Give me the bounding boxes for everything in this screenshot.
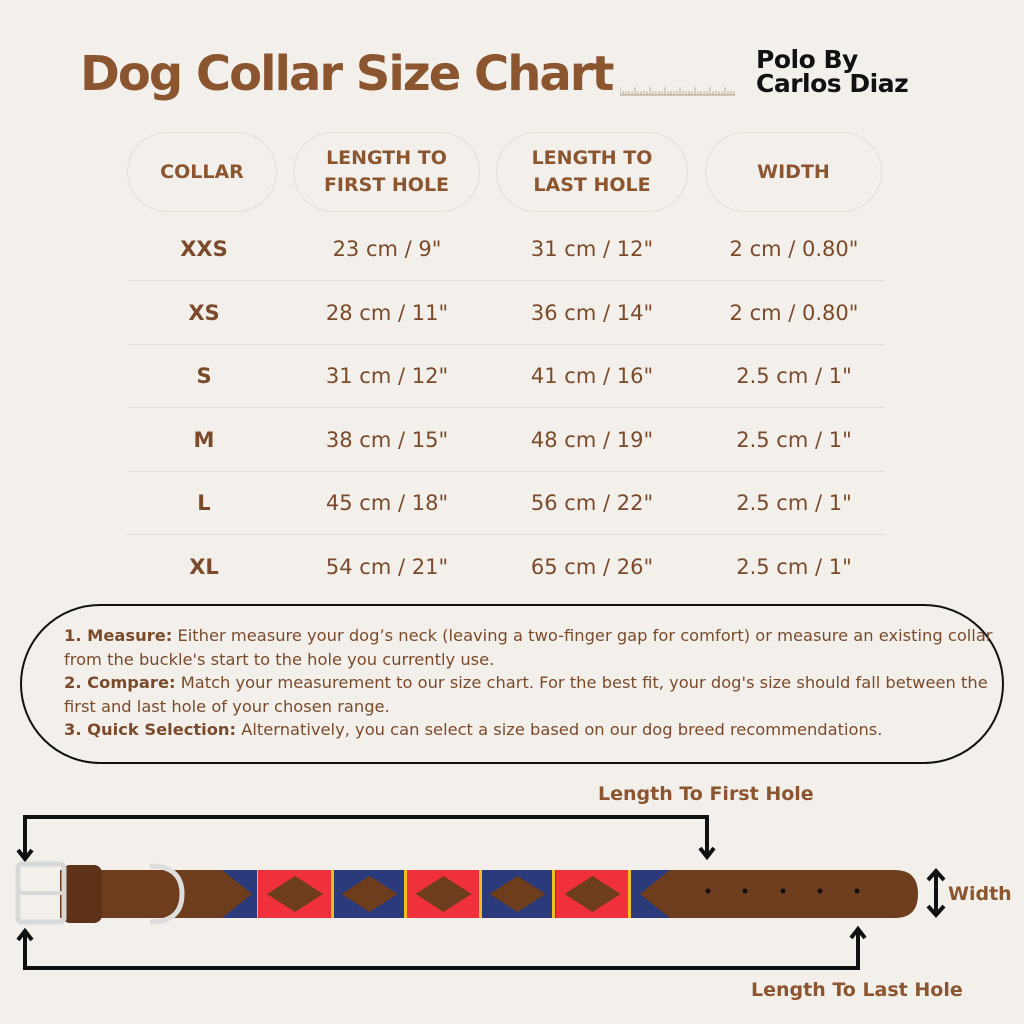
header-text: FIRST HOLE bbox=[323, 174, 450, 196]
size-cell: S bbox=[196, 364, 212, 388]
header-text: WIDTH bbox=[757, 160, 830, 183]
collar-hole bbox=[780, 888, 786, 894]
pattern-leather-point bbox=[640, 870, 670, 918]
ruler-decoration bbox=[620, 87, 735, 96]
table-row: S 31 cm / 12" 41 cm / 16" 2.5 cm / 1" bbox=[127, 345, 885, 408]
instruction-label: 1. Measure: bbox=[64, 626, 173, 645]
pattern-gold-stripe bbox=[552, 870, 555, 918]
column-header-first-hole: LENGTH TO FIRST HOLE bbox=[293, 132, 480, 212]
pattern-diamond bbox=[564, 876, 621, 912]
pattern-gold-stripe bbox=[479, 870, 482, 918]
pattern-diamond bbox=[341, 876, 398, 912]
table-row: M 38 cm / 15" 48 cm / 19" 2.5 cm / 1" bbox=[127, 409, 885, 472]
width-cell: 2 cm / 0.80" bbox=[729, 237, 859, 261]
width-cell: 2 cm / 0.80" bbox=[729, 300, 859, 325]
first-hole-cell: 28 cm / 11" bbox=[325, 300, 449, 325]
last-hole-cell: 41 cm / 16" bbox=[530, 364, 654, 388]
instruction-label: 3. Quick Selection: bbox=[64, 720, 237, 739]
size-cell: M bbox=[193, 427, 215, 452]
collar-hole bbox=[854, 888, 860, 894]
instruction-text: Match your measurement to our size chart… bbox=[64, 673, 988, 716]
pattern-gold-stripe bbox=[331, 870, 334, 918]
size-cell: L bbox=[197, 491, 211, 515]
instruction-measure: 1. Measure: Either measure your dog’s ne… bbox=[64, 624, 1002, 671]
header-text: LAST HOLE bbox=[533, 174, 651, 196]
brand-logo: Polo By Carlos Diaz bbox=[756, 45, 909, 98]
pattern-diamond bbox=[267, 876, 323, 912]
first-hole-cell: 23 cm / 9" bbox=[332, 237, 442, 261]
width-cell: 2.5 cm / 1" bbox=[736, 364, 852, 388]
first-hole-label: Length To First Hole bbox=[598, 783, 814, 805]
d-ring-icon bbox=[149, 863, 185, 925]
pattern-leather-point bbox=[222, 870, 252, 918]
brand-line-2: Carlos Diaz bbox=[756, 69, 909, 98]
brand-line-1: Polo By bbox=[756, 45, 858, 74]
column-header-last-hole: LENGTH TO LAST HOLE bbox=[496, 132, 688, 212]
last-hole-arrow bbox=[16, 925, 867, 970]
pattern-diamond bbox=[489, 876, 546, 912]
collar-hole bbox=[705, 888, 711, 894]
header-text: COLLAR bbox=[160, 160, 244, 183]
instructions-box: 1. Measure: Either measure your dog’s ne… bbox=[20, 604, 1004, 764]
table-row: XXS 23 cm / 9" 31 cm / 12" 2 cm / 0.80" bbox=[127, 218, 885, 281]
width-arrow bbox=[926, 867, 946, 919]
header-text: LENGTH TO bbox=[531, 147, 653, 169]
last-hole-cell: 36 cm / 14" bbox=[530, 300, 654, 325]
last-hole-label: Length To Last Hole bbox=[751, 979, 963, 1001]
instruction-quick-selection: 3. Quick Selection: Alternatively, you c… bbox=[64, 718, 1002, 742]
width-cell: 2.5 cm / 1" bbox=[736, 491, 852, 515]
width-label: Width bbox=[948, 883, 1012, 905]
pattern-diamond bbox=[415, 876, 472, 912]
size-cell: XL bbox=[189, 555, 219, 579]
column-header-width: WIDTH bbox=[705, 132, 882, 212]
last-hole-cell: 31 cm / 12" bbox=[530, 237, 654, 261]
collar-keeper bbox=[62, 865, 102, 923]
first-hole-cell: 45 cm / 18" bbox=[325, 491, 449, 515]
first-hole-arrow bbox=[16, 815, 716, 863]
instruction-compare: 2. Compare: Match your measurement to ou… bbox=[64, 671, 1002, 718]
pattern-gold-stripe bbox=[404, 870, 407, 918]
table-row: XS 28 cm / 11" 36 cm / 14" 2 cm / 0.80" bbox=[127, 282, 885, 345]
page-title: Dog Collar Size Chart bbox=[80, 46, 614, 102]
size-cell: XXS bbox=[180, 237, 228, 261]
last-hole-cell: 56 cm / 22" bbox=[530, 491, 654, 515]
first-hole-cell: 54 cm / 21" bbox=[325, 555, 449, 579]
pattern-gold-stripe bbox=[628, 870, 631, 918]
table-row: XL 54 cm / 21" 65 cm / 26" 2.5 cm / 1" bbox=[127, 536, 885, 599]
header-text: LENGTH TO bbox=[326, 147, 447, 169]
first-hole-cell: 31 cm / 12" bbox=[325, 364, 449, 388]
column-header-collar: COLLAR bbox=[127, 132, 277, 212]
table-row: L 45 cm / 18" 56 cm / 22" 2.5 cm / 1" bbox=[127, 472, 885, 535]
collar-pattern bbox=[222, 870, 670, 918]
width-cell: 2.5 cm / 1" bbox=[736, 555, 852, 579]
instruction-text: Alternatively, you can select a size bas… bbox=[236, 720, 883, 739]
instruction-text: Either measure your dog’s neck (leaving … bbox=[64, 626, 993, 669]
width-cell: 2.5 cm / 1" bbox=[736, 427, 852, 452]
collar-holes bbox=[705, 888, 860, 894]
last-hole-cell: 48 cm / 19" bbox=[530, 427, 654, 452]
collar-diagram bbox=[15, 815, 946, 970]
collar-hole bbox=[817, 888, 823, 894]
size-cell: XS bbox=[188, 300, 220, 325]
first-hole-cell: 38 cm / 15" bbox=[325, 427, 449, 452]
instruction-label: 2. Compare: bbox=[64, 673, 176, 692]
collar-hole bbox=[742, 888, 748, 894]
last-hole-cell: 65 cm / 26" bbox=[530, 555, 654, 579]
